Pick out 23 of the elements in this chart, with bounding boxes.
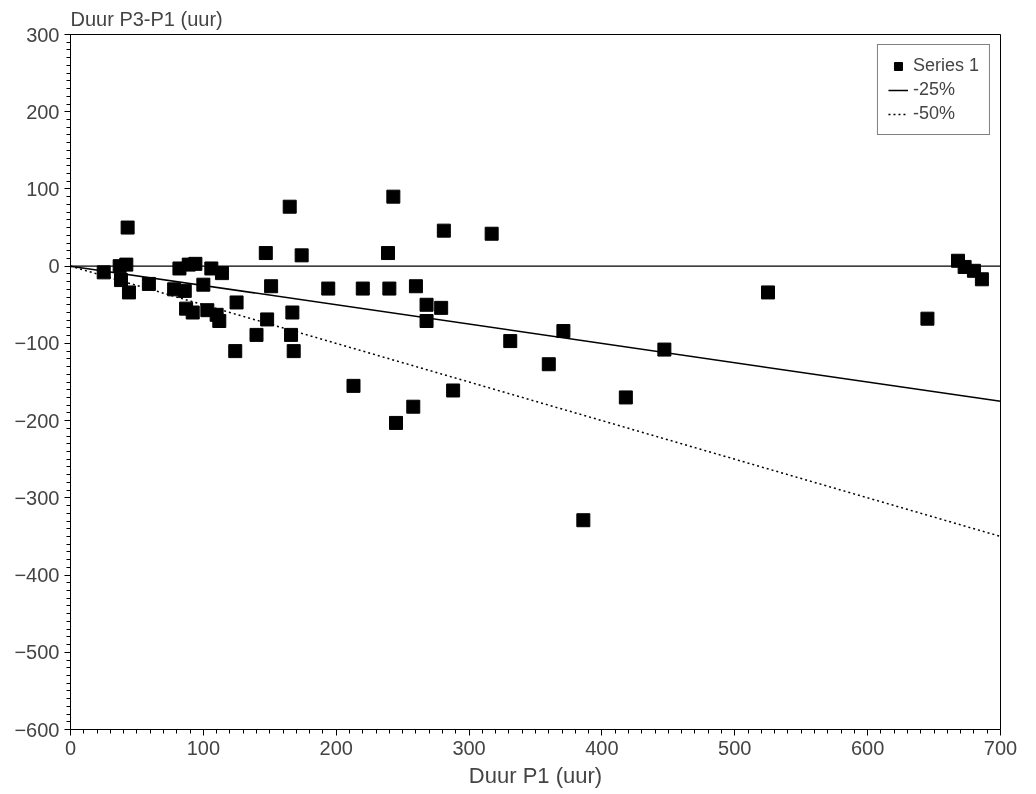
y-tick-label: 100 [26, 177, 60, 200]
y-tick-label: 0 [48, 255, 60, 278]
y-tick-label: −300 [14, 486, 60, 509]
y-tick-label: 300 [26, 23, 60, 46]
x-tick-label: 500 [718, 736, 752, 759]
x-tick-label: 300 [452, 736, 486, 759]
legend-label: Series 1 [912, 55, 979, 76]
legend-label: -50% [912, 103, 955, 124]
x-axis-title: Duur P1 (uur) [468, 762, 603, 788]
x-tick-label: 700 [983, 736, 1018, 759]
legend-label: -25% [912, 79, 955, 100]
y-tick-label: −100 [14, 332, 60, 355]
y-tick-label: −200 [14, 409, 60, 432]
x-tick-label: 200 [319, 736, 353, 759]
y-tick-label: −500 [14, 641, 60, 664]
y-tick-label: −400 [14, 564, 60, 587]
y-tick-label: −600 [14, 718, 60, 741]
x-tick-label: 400 [585, 736, 619, 759]
x-tick-label: 0 [64, 736, 77, 759]
x-tick-label: 100 [186, 736, 221, 759]
y-tick-label: 200 [26, 100, 60, 123]
x-tick-label: 600 [850, 736, 885, 759]
y-axis-title: Duur P3-P1 (uur) [70, 7, 223, 30]
